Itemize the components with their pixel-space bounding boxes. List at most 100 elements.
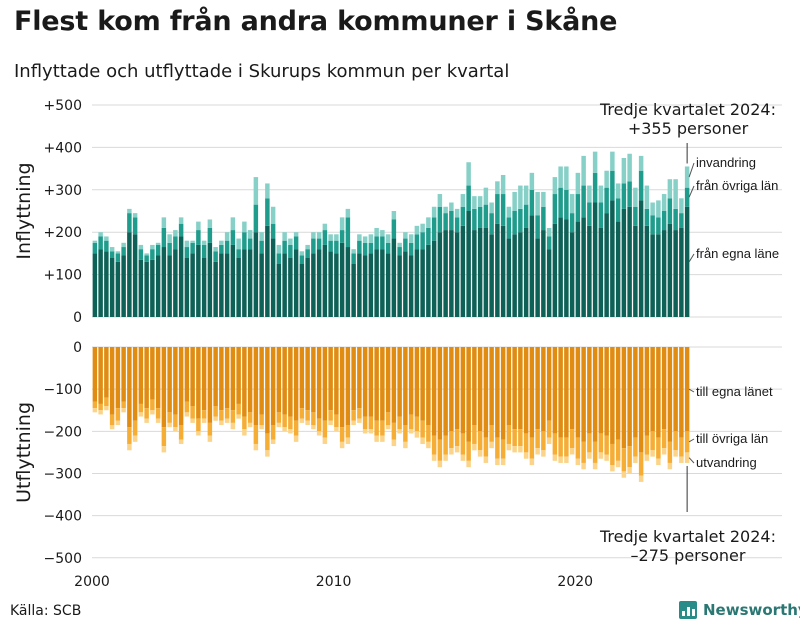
bar-out-2 bbox=[408, 414, 414, 430]
bar-in-2 bbox=[127, 213, 132, 233]
bar-in-3 bbox=[184, 240, 190, 248]
bar-in-2 bbox=[213, 251, 218, 262]
bar-out-3 bbox=[196, 431, 201, 436]
bar-out-3 bbox=[127, 443, 132, 451]
bar-in-2 bbox=[201, 244, 207, 258]
bar-in-1 bbox=[408, 255, 414, 317]
bar-in-3 bbox=[299, 251, 305, 256]
bar-out-2 bbox=[351, 410, 356, 421]
series-leader-line bbox=[688, 388, 695, 393]
bar-out-3 bbox=[535, 448, 540, 455]
bar-in-3 bbox=[138, 244, 144, 250]
bar-in-1 bbox=[288, 257, 293, 317]
bar-in-1 bbox=[253, 232, 259, 317]
bar-in-2 bbox=[408, 242, 414, 256]
bar-in-2 bbox=[374, 236, 379, 250]
bar-in-3 bbox=[437, 194, 443, 207]
bar-in-3 bbox=[541, 191, 546, 207]
bar-out-2 bbox=[420, 420, 425, 438]
bar-out-3 bbox=[178, 439, 184, 444]
bar-in-3 bbox=[552, 177, 558, 195]
bar-in-3 bbox=[500, 174, 506, 195]
bar-out-3 bbox=[368, 429, 374, 434]
bar-out-2 bbox=[121, 401, 126, 409]
bar-out-3 bbox=[673, 450, 678, 457]
bar-out-2 bbox=[299, 408, 305, 419]
bar-in-3 bbox=[92, 240, 98, 243]
bar-in-2 bbox=[656, 217, 661, 235]
bar-in-1 bbox=[420, 249, 425, 317]
bar-out-1 bbox=[98, 347, 103, 404]
bar-in-1 bbox=[299, 264, 305, 317]
bar-out-2 bbox=[449, 431, 454, 449]
bar-out-2 bbox=[155, 408, 161, 419]
bar-out-2 bbox=[546, 420, 552, 438]
bar-out-3 bbox=[483, 456, 489, 463]
bar-in-3 bbox=[408, 234, 414, 243]
y-tick-label: +400 bbox=[44, 140, 82, 156]
bar-out-2 bbox=[178, 424, 184, 440]
bar-out-3 bbox=[558, 456, 563, 463]
bar-out-1 bbox=[345, 347, 351, 425]
bar-out-2 bbox=[357, 408, 362, 419]
bar-out-2 bbox=[506, 424, 512, 444]
bar-in-1 bbox=[529, 215, 535, 317]
bar-out-1 bbox=[339, 347, 345, 428]
bar-out-2 bbox=[293, 420, 299, 436]
bar-in-3 bbox=[391, 211, 397, 220]
bar-out-2 bbox=[190, 406, 195, 419]
bar-in-3 bbox=[224, 232, 230, 241]
bar-in-1 bbox=[322, 244, 328, 317]
bar-in-3 bbox=[242, 221, 247, 233]
bar-out-3 bbox=[564, 456, 569, 463]
bar-out-1 bbox=[138, 347, 144, 404]
bar-out-1 bbox=[495, 347, 500, 438]
bar-out-2 bbox=[638, 452, 644, 476]
bar-in-2 bbox=[627, 181, 632, 207]
bar-in-3 bbox=[426, 217, 431, 228]
bar-out-1 bbox=[512, 347, 517, 430]
bar-in-2 bbox=[265, 198, 270, 226]
bar-out-1 bbox=[299, 347, 305, 409]
bar-in-1 bbox=[161, 247, 167, 317]
bar-in-1 bbox=[213, 261, 218, 317]
bar-out-1 bbox=[161, 347, 167, 428]
bar-out-3 bbox=[414, 431, 420, 438]
bar-in-1 bbox=[397, 255, 402, 317]
bar-in-3 bbox=[276, 244, 282, 254]
bar-out-3 bbox=[587, 452, 592, 459]
bar-in-3 bbox=[104, 236, 109, 241]
bar-out-3 bbox=[408, 429, 414, 434]
bar-in-2 bbox=[92, 242, 98, 254]
bar-out-3 bbox=[138, 412, 144, 417]
bar-out-1 bbox=[322, 347, 328, 421]
bar-in-1 bbox=[604, 213, 609, 317]
bar-in-2 bbox=[219, 244, 224, 254]
annotation-top-line2: +355 personer bbox=[628, 119, 749, 138]
bar-out-3 bbox=[121, 408, 126, 413]
bar-in-2 bbox=[98, 236, 103, 250]
bar-out-3 bbox=[443, 454, 448, 461]
bar-out-1 bbox=[368, 347, 374, 417]
bar-in-2 bbox=[506, 217, 512, 239]
bar-out-1 bbox=[150, 347, 155, 400]
bar-in-2 bbox=[196, 230, 201, 245]
bar-out-3 bbox=[132, 435, 138, 442]
bar-out-1 bbox=[437, 347, 443, 440]
bar-in-3 bbox=[311, 232, 316, 239]
bar-out-1 bbox=[236, 347, 241, 404]
bar-in-1 bbox=[115, 261, 121, 317]
bar-in-1 bbox=[684, 206, 690, 317]
bar-out-1 bbox=[621, 347, 627, 449]
bar-out-2 bbox=[598, 433, 604, 453]
bar-out-2 bbox=[529, 437, 535, 459]
bar-in-3 bbox=[466, 162, 471, 186]
bar-out-3 bbox=[604, 454, 609, 461]
bar-out-3 bbox=[259, 424, 264, 430]
bar-in-2 bbox=[230, 230, 236, 245]
bar-in-1 bbox=[644, 225, 650, 317]
bar-out-1 bbox=[265, 347, 270, 434]
bar-out-1 bbox=[144, 347, 149, 409]
bar-in-1 bbox=[282, 253, 287, 317]
bar-out-1 bbox=[316, 347, 322, 419]
